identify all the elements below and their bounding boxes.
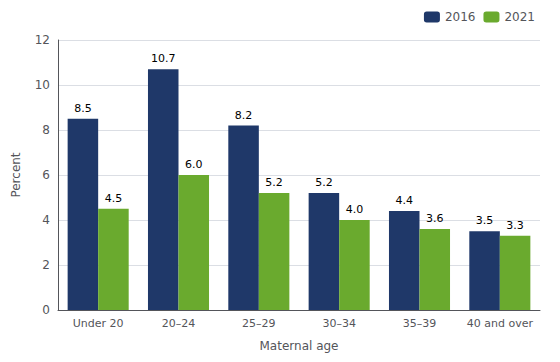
svg-text:3.5: 3.5 (476, 214, 494, 227)
svg-text:25–29: 25–29 (242, 317, 276, 330)
svg-text:4.0: 4.0 (346, 203, 364, 216)
svg-text:4: 4 (42, 213, 50, 227)
svg-text:Maternal age: Maternal age (260, 339, 339, 353)
svg-text:35–39: 35–39 (403, 317, 437, 330)
svg-text:6: 6 (42, 168, 50, 182)
svg-text:8.2: 8.2 (235, 109, 253, 122)
svg-text:12: 12 (35, 33, 50, 47)
svg-text:Under 20: Under 20 (73, 317, 124, 330)
svg-text:4.4: 4.4 (395, 194, 413, 207)
svg-text:2021: 2021 (504, 10, 535, 24)
svg-text:5.2: 5.2 (315, 176, 333, 189)
svg-text:10: 10 (35, 78, 50, 92)
svg-text:40 and over: 40 and over (467, 317, 534, 330)
svg-text:8.5: 8.5 (74, 102, 92, 115)
svg-text:30–34: 30–34 (322, 317, 356, 330)
svg-text:10.7: 10.7 (151, 52, 176, 65)
svg-text:4.5: 4.5 (105, 192, 123, 205)
svg-text:0: 0 (42, 303, 50, 317)
svg-text:5.2: 5.2 (265, 176, 283, 189)
svg-text:3.3: 3.3 (506, 219, 524, 232)
svg-text:8: 8 (42, 123, 50, 137)
svg-text:20–24: 20–24 (162, 317, 196, 330)
svg-text:3.6: 3.6 (426, 212, 444, 225)
svg-text:6.0: 6.0 (185, 158, 203, 171)
svg-text:2: 2 (42, 258, 50, 272)
svg-text:2016: 2016 (445, 10, 476, 24)
svg-text:Percent: Percent (9, 152, 23, 197)
